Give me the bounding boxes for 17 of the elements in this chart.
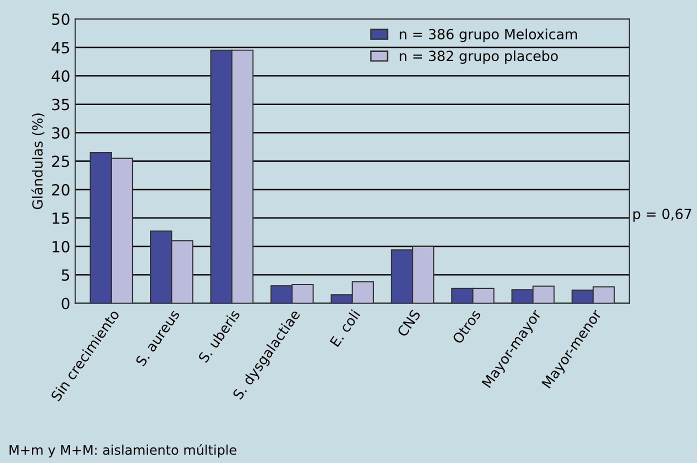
y-tick-label: 30 bbox=[52, 127, 70, 139]
y-tick-label: 25 bbox=[52, 156, 70, 168]
y-tick-label: 35 bbox=[52, 98, 70, 110]
legend-label: n = 382 grupo placebo bbox=[400, 50, 558, 64]
y-tick-label: 45 bbox=[52, 42, 70, 54]
y-tick-label: 40 bbox=[52, 70, 70, 82]
y-tick-label: 0 bbox=[62, 298, 70, 310]
x-tick-label: E. coli bbox=[329, 309, 360, 348]
y-tick-label: 50 bbox=[52, 13, 70, 26]
y-tick-label: 20 bbox=[52, 184, 70, 196]
y-tick-label: 15 bbox=[52, 212, 70, 224]
text: M+m y M+M: aislamiento múltiple bbox=[10, 444, 236, 458]
y-axis-title: Glándulas (%) bbox=[31, 114, 44, 210]
text: p = 0,67 bbox=[633, 208, 692, 222]
y-tick-label: 10 bbox=[52, 240, 70, 252]
y-tick-label: 5 bbox=[62, 270, 70, 281]
legend-label: n = 386 grupo Meloxicam bbox=[400, 28, 577, 42]
